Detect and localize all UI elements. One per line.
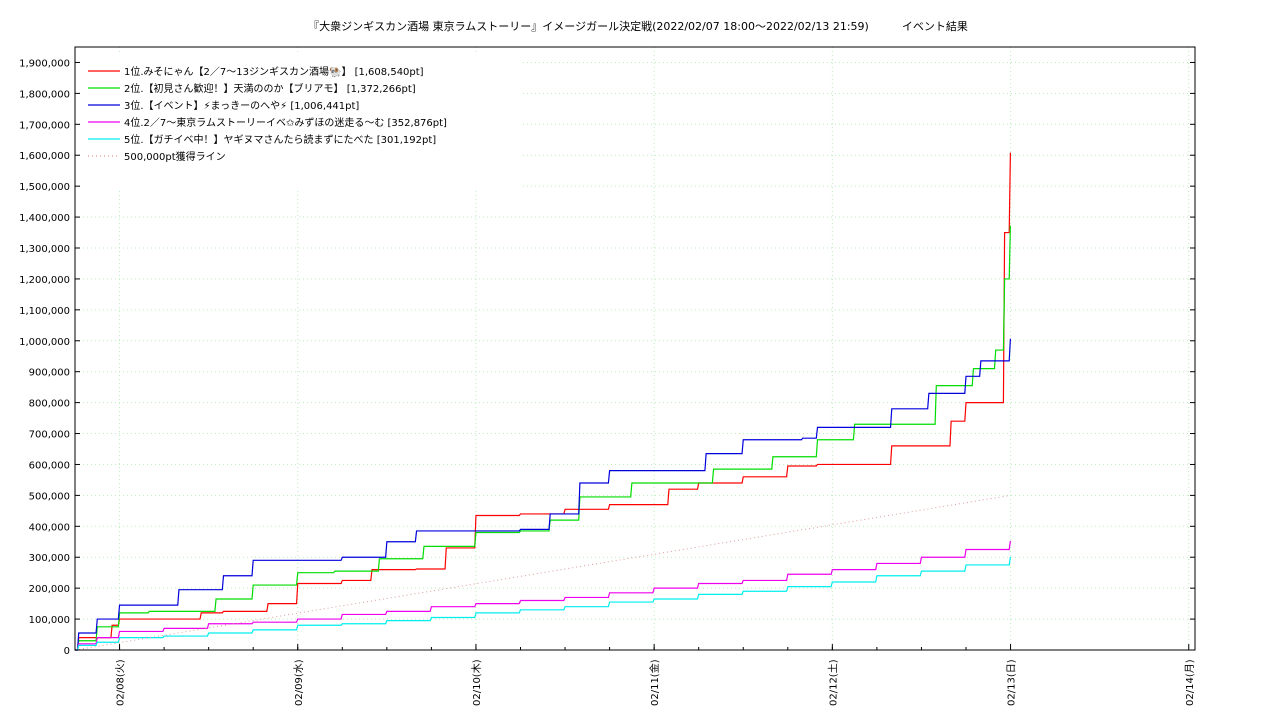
y-tick-label: 1,000,000 [19,337,70,348]
y-tick-label: 800,000 [29,399,70,410]
series-line-1 [75,152,1011,651]
y-tick-label: 1,800,000 [19,89,70,100]
x-tick-label: 02/08(火) [115,659,127,706]
legend-label-5: 5位.【ガチイベ中！】ヤギヌマさんたら読まずにたべた [301,192pt] [124,133,436,146]
legend-label-3: 3位.【イベント】⚡まっきーのへや⚡ [1,006,441pt] [124,99,359,112]
series-line-3 [75,338,1011,651]
legend-label-6: 500,000pt獲得ライン [124,150,226,163]
y-tick-label: 1,300,000 [19,244,70,255]
legend-background [80,55,520,190]
y-tick-label: 0 [64,646,70,657]
y-tick-label: 500,000 [29,491,70,502]
y-tick-label: 1,400,000 [19,213,70,224]
x-tick-label: 02/11(金) [648,659,661,706]
x-tick-label: 02/09(水) [293,659,305,706]
x-tick-label: 02/12(土) [826,659,839,706]
y-tick-label: 1,500,000 [19,182,70,193]
y-tick-label: 1,100,000 [19,306,70,317]
y-tick-label: 1,600,000 [19,151,70,162]
y-axis: 0 100,000 200,000 300,000 400,000 500,000 600,… [19,58,1195,657]
x-tick-label: 02/10(木) [471,659,483,706]
legend-label-2: 2位.【初見さん歓迎！】天満ののか【ブリアモ】 [1,372,266pt] [124,82,416,95]
series-line-4 [75,540,1011,651]
plot-frame [74,46,1196,651]
series-line-2 [75,225,1011,651]
x-axis: 02/08(火) 02/09(水) 02/10(木) 02/11(金) 02/12(土)… [74,644,1196,706]
y-tick-label: 600,000 [29,460,70,471]
y-tick-label: 300,000 [29,553,70,564]
legend-label-1: 1位.みそにゃん【2／7〜13ジンギスカン酒場🐏】 [1,608,540pt] [124,65,424,78]
series-line-5 [75,556,1011,651]
legend: 1位.みそにゃん【2／7〜13ジンギスカン酒場🐏】 [1,608,540pt] 2… [80,55,520,190]
x-tick-label: 02/13(日) [1007,659,1018,706]
y-tick-label: 200,000 [29,584,70,595]
y-tick-label: 1,900,000 [19,58,70,69]
x-tick-label: 02/14(月) [1184,659,1196,706]
legend-label-4: 4位.2／7〜東京ラムストーリーイベ✩みずほの迷走る〜む [352,876pt] [124,116,447,129]
y-tick-label: 400,000 [29,522,70,533]
y-tick-label: 700,000 [29,430,70,441]
chart-title: 『大衆ジンギスカン酒場 東京ラムストーリー』イメージガール決定戦(2022/02… [308,19,968,33]
y-tick-label: 1,700,000 [19,120,70,131]
series-layer [74,152,1011,651]
y-tick-label: 1,200,000 [19,275,70,286]
y-tick-label: 900,000 [29,368,70,379]
y-tick-label: 100,000 [29,615,70,626]
